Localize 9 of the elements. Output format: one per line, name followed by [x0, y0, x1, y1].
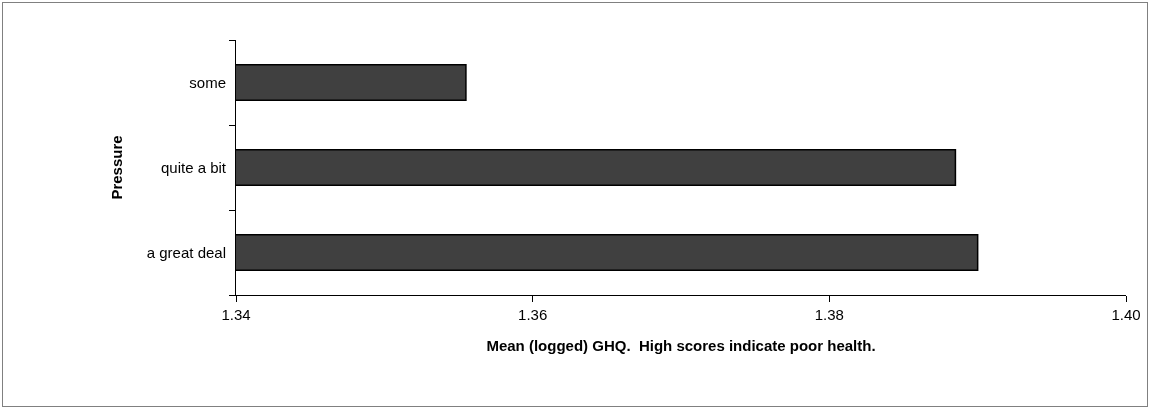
x-tick-label: 1.40: [1111, 306, 1141, 323]
y-tick-label: quite a bit: [160, 158, 227, 176]
x-tick-label: 1.36: [518, 306, 548, 323]
y-tick-label: some: [189, 73, 226, 91]
y-axis-title: Pressure: [108, 135, 126, 200]
y-tick-label: a great deal: [146, 243, 226, 261]
x-tick-label: 1.38: [814, 306, 844, 323]
x-tick-label: 1.34: [221, 306, 251, 323]
x-axis-title: Mean (logged) GHQ. High scores indicate poor health.: [486, 337, 876, 354]
